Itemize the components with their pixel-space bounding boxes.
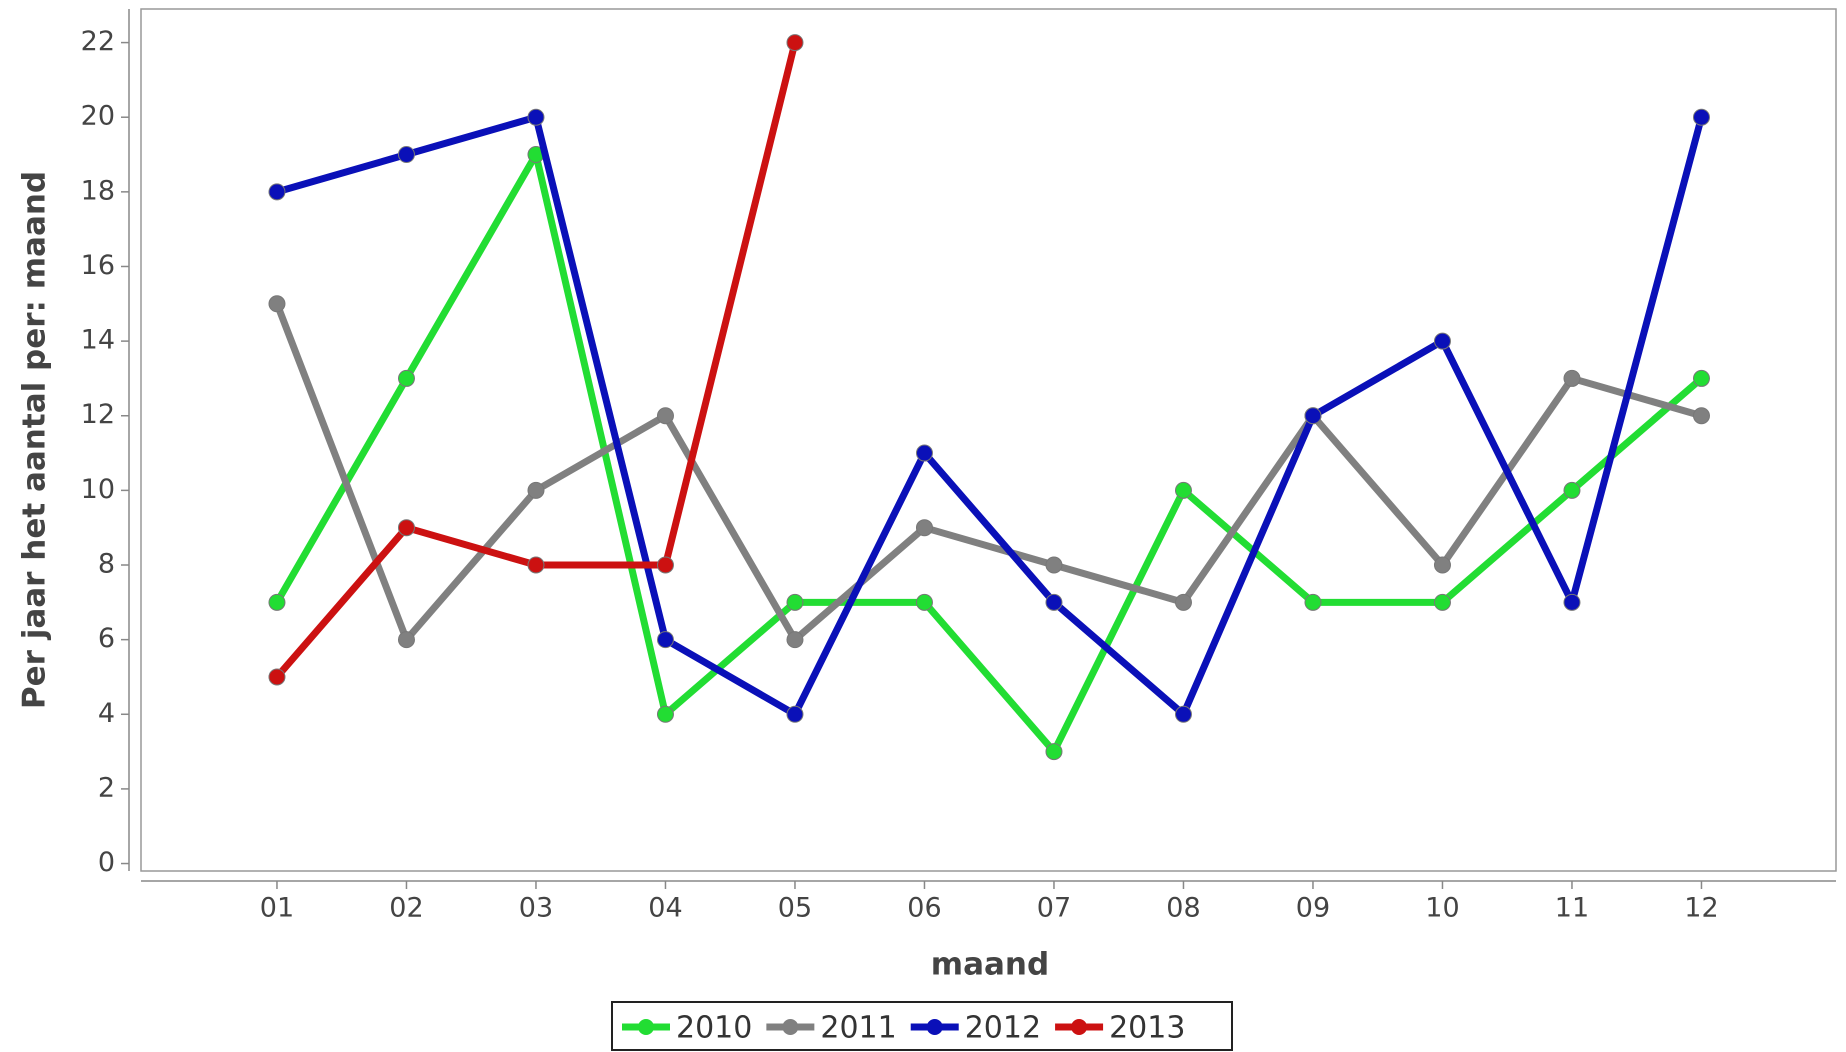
data-point <box>915 444 933 462</box>
data-point <box>397 146 415 164</box>
x-tick-label: 02 <box>389 893 423 924</box>
data-point <box>1304 407 1322 425</box>
x-tick-label: 09 <box>1296 893 1330 924</box>
data-point <box>656 705 674 723</box>
data-point <box>915 593 933 611</box>
data-point <box>1045 593 1063 611</box>
data-point <box>786 631 804 649</box>
data-point <box>656 407 674 425</box>
legend-label: 2010 <box>676 1011 752 1046</box>
data-point <box>786 593 804 611</box>
data-point <box>1692 108 1710 126</box>
data-point <box>527 556 545 574</box>
x-tick-label: 03 <box>519 893 553 924</box>
series-line <box>273 302 1703 644</box>
legend-label: 2011 <box>820 1011 896 1046</box>
y-tick-label: 0 <box>98 847 115 878</box>
legend-label: 2013 <box>1109 1011 1185 1046</box>
data-point <box>268 668 286 686</box>
data-point <box>1563 481 1581 499</box>
legend-marker <box>638 1019 654 1035</box>
data-point <box>397 631 415 649</box>
data-point <box>268 593 286 611</box>
series-line <box>276 113 1705 718</box>
x-tick-label: 04 <box>648 893 682 924</box>
y-axis-title: Per jaar het aantal per: maand <box>17 171 53 709</box>
x-tick-label: 08 <box>1166 893 1200 924</box>
x-tick-label: 10 <box>1425 893 1459 924</box>
data-point <box>1433 593 1451 611</box>
data-point <box>1692 407 1710 425</box>
y-tick-label: 10 <box>81 474 115 505</box>
data-point <box>1304 593 1322 611</box>
legend-label: 2012 <box>965 1011 1041 1046</box>
x-axis-title: maand <box>931 947 1049 983</box>
data-point <box>1692 369 1710 387</box>
y-tick-label: 20 <box>81 101 115 132</box>
data-point <box>268 183 286 201</box>
data-point <box>1433 556 1451 574</box>
data-point <box>1563 593 1581 611</box>
y-tick-label: 4 <box>98 698 115 729</box>
x-tick-label: 12 <box>1684 893 1718 924</box>
data-point <box>1174 705 1192 723</box>
y-tick-label: 16 <box>81 250 115 281</box>
data-point <box>656 556 674 574</box>
data-point <box>527 481 545 499</box>
y-tick-label: 12 <box>81 399 115 430</box>
y-tick-label: 14 <box>81 325 115 356</box>
data-point <box>268 295 286 313</box>
data-point <box>1174 481 1192 499</box>
data-point <box>527 108 545 126</box>
data-point <box>1045 743 1063 761</box>
x-tick-label: 06 <box>907 893 941 924</box>
legend-marker <box>782 1019 799 1035</box>
x-tick-label: 07 <box>1037 893 1071 924</box>
data-point <box>1433 332 1451 350</box>
y-tick-label: 2 <box>98 772 115 803</box>
data-point <box>1045 556 1063 574</box>
data-point <box>1174 593 1192 611</box>
data-point <box>397 369 415 387</box>
data-point <box>1563 369 1581 387</box>
series-line <box>273 151 1704 756</box>
x-tick-label: 01 <box>260 893 294 924</box>
plot-frame <box>140 8 1837 872</box>
legend-marker <box>1071 1019 1088 1035</box>
data-point <box>786 34 804 52</box>
y-tick-label: 18 <box>81 175 115 206</box>
data-point <box>786 705 804 723</box>
y-tick-label: 22 <box>81 26 115 57</box>
data-point <box>397 519 415 537</box>
y-tick-label: 8 <box>98 549 115 580</box>
y-tick-label: 6 <box>98 623 115 654</box>
data-point <box>656 631 674 649</box>
x-tick-label: 11 <box>1555 893 1589 924</box>
data-point <box>915 519 933 537</box>
legend-marker <box>926 1019 943 1035</box>
x-tick-label: 05 <box>778 893 812 924</box>
